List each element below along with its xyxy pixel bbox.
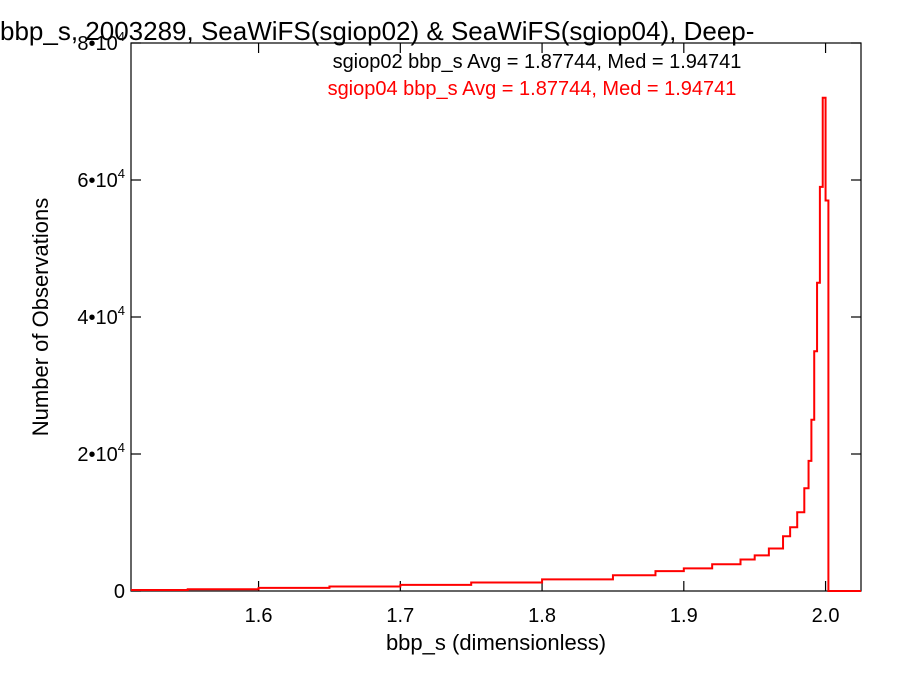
y-tick-label: 6•104 <box>77 166 125 192</box>
x-axis-ticks: 1.6 1.7 1.8 1.9 2.0 <box>245 43 840 627</box>
series-0-histogram-line <box>131 96 861 592</box>
x-axis-label: bbp_s (dimensionless) <box>386 630 606 655</box>
y-tick-label: 4•104 <box>77 303 125 329</box>
chart-title: bbp_s, 2003289, SeaWiFS(sgiop02) & SeaWi… <box>0 16 754 46</box>
x-tick-label: 2.0 <box>812 605 840 627</box>
x-tick-label: 1.9 <box>670 605 698 627</box>
y-tick-label: 0 <box>114 581 125 603</box>
series-group <box>130 96 862 592</box>
x-tick-label: 1.8 <box>528 605 556 627</box>
stats-annotation-sgiop02: sgiop02 bbp_s Avg = 1.87744, Med = 1.947… <box>333 51 742 73</box>
plot-area-frame <box>130 42 862 592</box>
x-tick-label: 1.7 <box>386 605 414 627</box>
y-axis-label: Number of Observations <box>28 198 53 436</box>
x-tick-label: 1.6 <box>245 605 273 627</box>
stats-annotation-sgiop04: sgiop04 bbp_s Avg = 1.87744, Med = 1.947… <box>328 78 737 100</box>
y-tick-label: 2•104 <box>77 440 125 466</box>
y-axis-ticks: 0 2•104 4•104 6•104 8•104 <box>77 29 861 603</box>
y-tick-label: 8•104 <box>77 29 125 55</box>
